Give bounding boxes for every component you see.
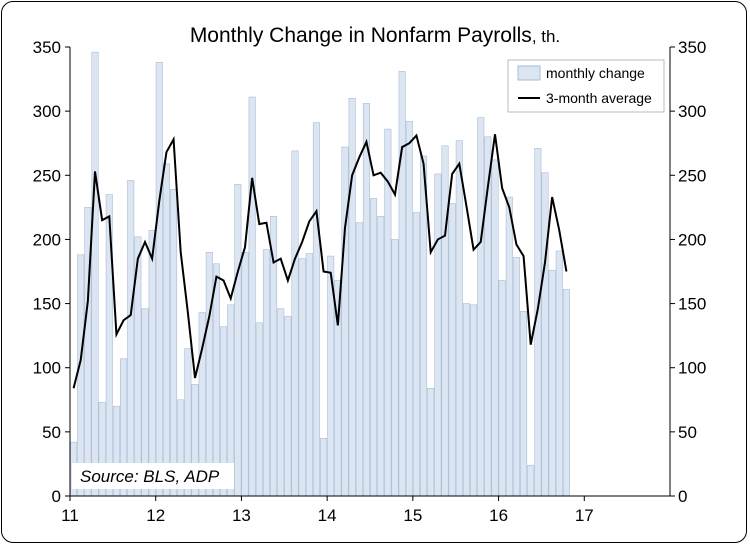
y-axis-left-ticks: 0 50 100 150 200 250 300 350 xyxy=(33,38,70,506)
source-box: Source: BLS, ADP xyxy=(72,463,234,489)
bar-month-41 xyxy=(355,222,363,497)
bar-month-47 xyxy=(398,71,406,497)
y-left-tick-label: 350 xyxy=(33,38,61,57)
bar-month-33 xyxy=(298,258,306,497)
x-tick-label: 14 xyxy=(318,506,337,525)
three-month-average-line xyxy=(72,133,568,389)
legend-label-3-month-average: 3-month average xyxy=(546,90,652,106)
bar-month-36 xyxy=(320,437,328,497)
bar-month-21 xyxy=(212,263,220,497)
bar-month-2 xyxy=(77,254,85,497)
x-tick-label: 17 xyxy=(575,506,594,525)
bar-month-39 xyxy=(341,146,349,497)
bar-month-53 xyxy=(441,145,449,497)
bar-month-56 xyxy=(462,303,470,497)
y-right-tick-label: 0 xyxy=(678,487,687,506)
bar-month-61 xyxy=(498,280,506,497)
y-right-tick-label: 150 xyxy=(678,295,706,314)
bar-month-28 xyxy=(262,249,270,497)
bar-month-68 xyxy=(548,269,556,497)
bar-month-20 xyxy=(205,251,213,497)
bar-month-60 xyxy=(491,159,499,497)
bar-month-65 xyxy=(527,464,535,497)
x-tick-label: 11 xyxy=(61,506,79,525)
bar-month-51 xyxy=(427,387,435,497)
y-left-tick-label: 150 xyxy=(33,295,61,314)
bar-month-12 xyxy=(148,230,156,497)
y-left-tick-label: 300 xyxy=(33,102,61,121)
chart-title-main: Monthly Change in Nonfarm Payrolls xyxy=(190,24,532,47)
bar-month-30 xyxy=(277,308,285,497)
bar-month-57 xyxy=(470,304,478,497)
bar-month-69 xyxy=(555,250,563,497)
bar-month-42 xyxy=(362,103,370,497)
legend: monthly change 3-month average xyxy=(507,59,665,113)
legend-bar-swatch xyxy=(517,65,541,81)
bar-month-54 xyxy=(448,203,456,497)
bar-month-27 xyxy=(255,322,263,497)
y-left-tick-label: 0 xyxy=(52,487,61,506)
bar-month-9 xyxy=(127,180,135,497)
bar-month-15 xyxy=(170,189,178,497)
bar-month-26 xyxy=(248,96,256,497)
x-tick-label: 13 xyxy=(232,506,251,525)
y-right-tick-label: 200 xyxy=(678,230,706,249)
bar-month-50 xyxy=(420,155,428,497)
bar-month-43 xyxy=(370,198,378,497)
chart-title: Monthly Change in Nonfarm Payrolls, th. xyxy=(190,24,560,47)
x-tick-label: 16 xyxy=(489,506,508,525)
y-right-tick-label: 350 xyxy=(678,38,706,57)
bar-month-34 xyxy=(305,253,313,497)
axes-group xyxy=(69,47,671,497)
x-tick-label: 15 xyxy=(403,506,422,525)
y-left-tick-label: 50 xyxy=(42,423,61,442)
source-label: Source: BLS, ADP xyxy=(80,467,220,486)
y-left-tick-label: 250 xyxy=(33,166,61,185)
bar-month-25 xyxy=(241,251,249,497)
y-left-tick-label: 100 xyxy=(33,359,61,378)
bar-month-40 xyxy=(348,98,356,497)
y-right-tick-label: 100 xyxy=(678,359,706,378)
x-tick-label: 12 xyxy=(146,506,165,525)
bar-month-32 xyxy=(291,150,299,497)
bar-month-52 xyxy=(434,173,442,497)
bar-month-14 xyxy=(162,163,170,497)
y-right-tick-label: 50 xyxy=(678,423,697,442)
bar-month-62 xyxy=(505,196,513,497)
bar-month-46 xyxy=(391,239,399,497)
x-axis-ticks: 11 12 13 14 15 16 17 xyxy=(61,496,594,525)
y-right-tick-label: 250 xyxy=(678,166,706,185)
chart-title-unit: , th. xyxy=(532,27,560,46)
bar-month-48 xyxy=(405,121,413,497)
y-axis-right-ticks: 0 50 100 150 200 250 300 350 xyxy=(670,38,706,506)
bar-month-70 xyxy=(562,289,570,497)
bar-month-64 xyxy=(520,310,528,497)
legend-label-monthly-change: monthly change xyxy=(546,65,645,81)
bar-month-24 xyxy=(234,183,242,497)
bar-month-49 xyxy=(412,212,420,497)
bar-month-55 xyxy=(455,140,463,497)
bar-month-67 xyxy=(541,172,549,497)
bars-group xyxy=(70,51,570,497)
bar-month-4 xyxy=(91,51,99,497)
bar-month-35 xyxy=(312,122,320,497)
bar-month-63 xyxy=(512,257,520,497)
bar-month-58 xyxy=(477,117,485,497)
y-left-tick-label: 200 xyxy=(33,230,61,249)
bar-month-44 xyxy=(377,216,385,497)
bar-month-31 xyxy=(284,316,292,497)
y-right-tick-label: 300 xyxy=(678,102,706,121)
bar-month-13 xyxy=(155,62,163,497)
